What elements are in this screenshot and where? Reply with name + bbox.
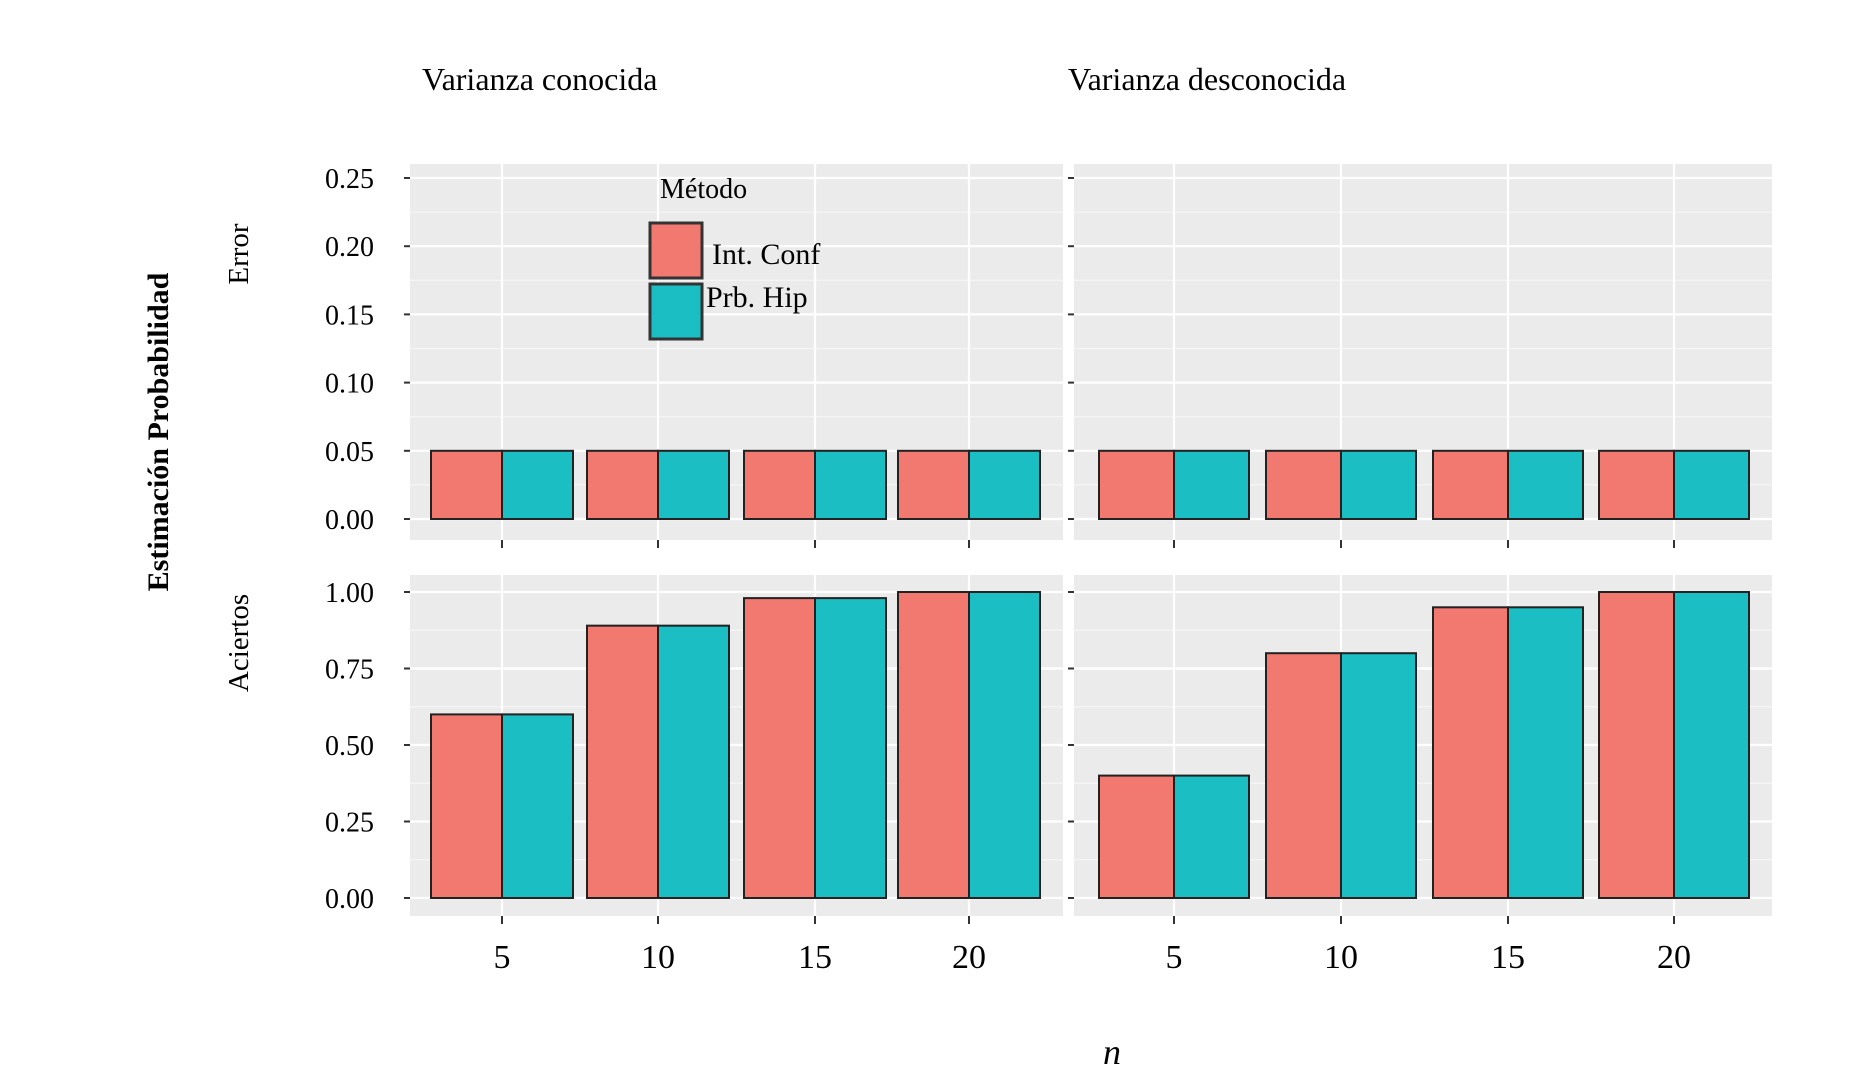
bar-prb-hip	[968, 591, 1041, 899]
bar-int-conf	[1098, 449, 1175, 520]
bar-prb-hip	[968, 449, 1041, 520]
bar-int-conf	[743, 449, 816, 520]
x-tick-label: 10	[641, 939, 675, 976]
bar-prb-hip	[501, 449, 574, 520]
bar-int-conf	[897, 591, 970, 899]
bar-prb-hip	[1507, 606, 1584, 899]
column-title-right: Varianza desconocida	[1068, 61, 1346, 97]
x-axis-label: n	[1103, 1032, 1121, 1072]
axes-layer: 0.00 0.05 0.10 0.15 0.20 0.25 0.00 0.25 0.50 0.75…	[325, 164, 1691, 976]
y-tick-label: 0.20	[325, 232, 374, 263]
legend-title: Método	[660, 174, 747, 205]
x-tick-label: 20	[952, 939, 986, 976]
legend-label-int-conf: Int. Conf	[712, 238, 820, 271]
global-y-axis-label: Estimación Probabilidad	[142, 272, 175, 591]
x-tick-label: 20	[1657, 939, 1691, 976]
bar-prb-hip	[1673, 449, 1750, 520]
legend-key-int-conf	[648, 221, 704, 280]
row-title-aciertos: Aciertos	[223, 594, 255, 692]
y-tick-label: 0.50	[325, 731, 374, 762]
bar-int-conf	[1432, 606, 1509, 899]
bar-int-conf	[1598, 449, 1675, 520]
bar-prb-hip	[814, 449, 887, 520]
bar-prb-hip	[1173, 774, 1250, 899]
bar-prb-hip	[1673, 591, 1750, 899]
x-tick-label: 10	[1324, 939, 1358, 976]
bars-layer	[430, 449, 1750, 900]
x-tick-label: 5	[1166, 939, 1183, 976]
y-tick-label: 0.25	[325, 808, 374, 839]
y-tick-label: 0.25	[325, 164, 374, 195]
x-tick-label: 15	[1491, 939, 1525, 976]
bar-prb-hip	[1507, 449, 1584, 520]
bar-prb-hip	[814, 597, 887, 899]
bar-prb-hip	[657, 449, 730, 520]
legend: Método Int. Conf Prb. Hip	[648, 174, 820, 341]
bar-int-conf	[1432, 449, 1509, 520]
bar-int-conf	[586, 624, 659, 899]
bar-prb-hip	[1340, 449, 1417, 520]
bar-int-conf	[430, 449, 503, 520]
bar-prb-hip	[657, 624, 730, 899]
bar-int-conf	[743, 597, 816, 899]
y-tick-label: 0.00	[325, 505, 374, 536]
y-tick-label: 0.75	[325, 655, 374, 686]
bar-prb-hip	[1173, 449, 1250, 520]
y-tick-label: 1.00	[325, 578, 374, 609]
bar-int-conf	[1598, 591, 1675, 899]
y-tick-label: 0.00	[325, 884, 374, 915]
bar-int-conf	[586, 449, 659, 520]
legend-label-prb-hip: Prb. Hip	[706, 281, 808, 314]
x-tick-label: 15	[798, 939, 832, 976]
row-title-error: Error	[223, 223, 255, 285]
x-tick-label: 5	[494, 939, 511, 976]
bar-int-conf	[1265, 652, 1342, 900]
bar-int-conf	[1265, 449, 1342, 520]
legend-key-prb-hip	[648, 282, 704, 341]
bar-prb-hip	[501, 713, 574, 900]
y-tick-label: 0.10	[325, 369, 374, 400]
y-tick-label: 0.05	[325, 437, 374, 468]
bar-prb-hip	[1340, 652, 1417, 900]
column-title-left: Varianza conocida	[422, 61, 657, 97]
bar-int-conf	[430, 713, 503, 900]
y-tick-label: 0.15	[325, 300, 374, 331]
bar-int-conf	[897, 449, 970, 520]
bar-int-conf	[1098, 774, 1175, 899]
